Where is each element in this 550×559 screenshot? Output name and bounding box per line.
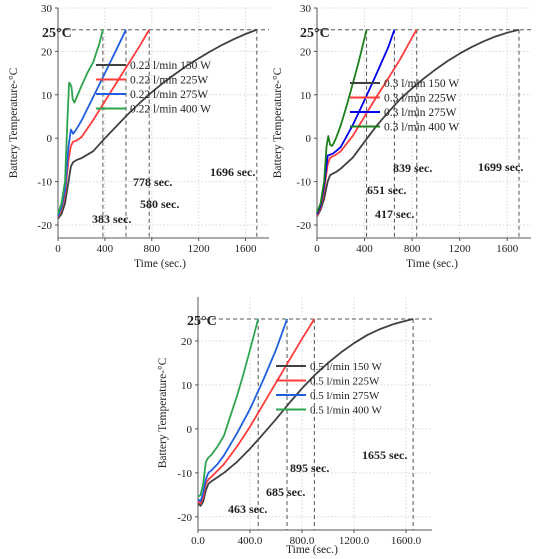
x-axis-title: Time (sec.) (406, 258, 458, 270)
legend-label: 0.3 l/min 225W (384, 93, 457, 105)
y-tick-label: 10 (41, 90, 53, 102)
x-tick-label: 800.0 (290, 535, 315, 547)
legend-label: 0.5 l/min 225W (310, 376, 380, 388)
x-axis-title: Time (sec.) (134, 258, 186, 270)
time-annotation: 778 sec. (133, 175, 172, 189)
y-axis-title: Battery Temperature-°C (8, 67, 20, 178)
y-tick-label: 10 (181, 380, 193, 392)
y-tick-label: 10 (300, 90, 312, 102)
legend-label: 0.22 l/min 400 W (130, 104, 211, 116)
series-line (57, 29, 150, 218)
time-annotation: 1655 sec. (362, 448, 407, 462)
legend-label: 0.5 l/min 275W (310, 390, 380, 402)
y-tick-label: -10 (37, 177, 52, 189)
x-tick-label: 1600 (235, 243, 258, 255)
series-line (57, 28, 258, 220)
series-line (197, 318, 316, 505)
y-tick-label: -10 (296, 177, 311, 189)
y-tick-label: -20 (177, 512, 192, 524)
x-tick-label: 400 (97, 243, 114, 255)
legend-label: 0.3 l/min 400 W (384, 122, 459, 134)
series-line (57, 29, 104, 215)
time-annotation: 417 sec. (375, 207, 414, 221)
x-tick-label: 1200 (188, 243, 211, 255)
y-tick-label: -10 (177, 468, 192, 480)
legend: 0.22 l/min 150 W 0.22 l/min 225W 0.22 l/mi… (96, 60, 211, 116)
x-tick-label: 0 (55, 243, 61, 255)
y-tick-label: 0 (47, 133, 53, 145)
x-tick-label: 1600.0 (391, 535, 422, 547)
x-tick-label: 1200 (449, 243, 472, 255)
series-line (316, 29, 368, 214)
legend-label: 0.5 l/min 150 W (310, 361, 383, 373)
series-line (197, 318, 260, 498)
x-tick-label: 800 (404, 243, 421, 255)
x-axis-title: Time (sec.) (286, 544, 338, 556)
time-annotation: 383 sec. (92, 212, 131, 226)
x-tick-label: 400.0 (238, 535, 263, 547)
y-axis-title: Battery Temperature-°C (157, 357, 169, 468)
legend-label: 0.22 l/min 225W (130, 75, 208, 87)
time-annotation: 685 sec. (266, 485, 305, 499)
x-tick-label: 0.0 (191, 535, 205, 547)
x-tick-label: 1200.0 (339, 535, 370, 547)
time-annotation: 651 sec. (367, 183, 406, 197)
chart-panel-0p22: -20 -10 0 10 20 30 0 400 800 1200 1600 Time (sec.) B… (8, 3, 269, 270)
y-tick-label: -20 (37, 220, 52, 232)
y-tick-label: 0 (306, 133, 312, 145)
time-annotation: 1696 sec. (210, 165, 255, 179)
time-annotation: 1699 sec. (478, 160, 523, 174)
x-tick-label: 400 (356, 243, 373, 255)
time-annotation: 839 sec. (393, 161, 432, 175)
legend-label: 0.3 l/min 150 W (384, 78, 459, 90)
y-tick-label: 0 (187, 424, 193, 436)
y-tick-label: 30 (300, 3, 312, 15)
series-line (316, 28, 520, 217)
y-tick-label: 30 (41, 3, 53, 15)
legend: 0.5 l/min 150 W 0.5 l/min 225W 0.5 l/min 2… (276, 361, 383, 417)
time-annotation: 463 sec. (228, 502, 267, 516)
legend-label: 0.5 l/min 400 W (310, 405, 383, 417)
chart-panel-0p5: -20 -10 0 10 20 0.0 400.0 800.0 1200.0 1600.0 Time… (157, 297, 432, 556)
legend: 0.3 l/min 150 W 0.3 l/min 225W 0.3 l/min 2… (350, 78, 459, 134)
legend-label: 0.3 l/min 275W (384, 107, 457, 119)
legend-label: 0.22 l/min 150 W (130, 60, 211, 72)
y-tick-label: 20 (181, 336, 193, 348)
time-annotation: 895 sec. (290, 461, 329, 475)
reference-label: 25°C (187, 314, 217, 329)
reference-label: 25°C (300, 26, 330, 41)
y-axis-title: Battery Temperature-°C (272, 67, 284, 178)
time-annotation: 580 sec. (140, 197, 179, 211)
x-tick-label: 800 (144, 243, 161, 255)
y-tick-label: -20 (296, 220, 311, 232)
y-tick-label: 20 (41, 46, 53, 58)
reference-label: 25°C (42, 26, 72, 41)
series-line (197, 318, 288, 503)
x-tick-label: 1600 (496, 243, 519, 255)
series-line (57, 29, 127, 217)
legend-label: 0.22 l/min 275W (130, 89, 208, 101)
series-line (197, 318, 414, 507)
chart-panel-0p3: -20 -10 0 10 20 30 0 400 800 1200 1600 Time (sec.) B… (272, 3, 531, 270)
y-tick-label: 20 (300, 46, 312, 58)
x-tick-label: 0 (314, 243, 320, 255)
